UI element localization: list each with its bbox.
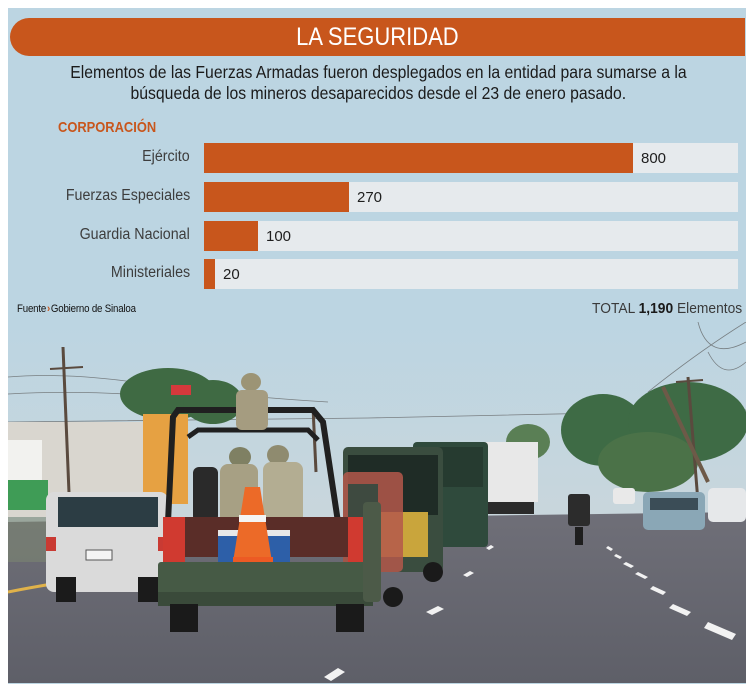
bar-fill [204, 221, 258, 251]
header-banner: LA SEGURIDAD [10, 18, 745, 56]
subtitle-line-2: búsqueda de los mineros desaparecidos de… [130, 83, 626, 103]
military-convoy-illustration [8, 322, 746, 683]
bar-fill [204, 182, 349, 212]
bar-fill [204, 143, 633, 173]
total-prefix: TOTAL [591, 300, 635, 317]
category-heading: CORPORACIÓN [58, 119, 157, 136]
bar-row-ejercito: Ejército 800 [0, 143, 750, 173]
bar-track: 800 [204, 143, 738, 173]
page-title: LA SEGURIDAD [296, 22, 459, 51]
bar-label: Ministeriales [110, 264, 190, 281]
total-suffix: Elementos [676, 300, 742, 317]
subtitle-line-1: Elementos de las Fuerzas Armadas fueron … [69, 62, 687, 82]
bar-fill [204, 259, 215, 289]
bar-row-guardia-nacional: Guardia Nacional 100 [0, 221, 750, 251]
bar-label: Fuerzas Especiales [65, 187, 190, 204]
chevron-right-icon: › [46, 303, 51, 315]
bar-track: 20 [204, 259, 738, 289]
bar-track: 270 [204, 182, 738, 212]
source-credit: Fuente›Gobierno de Sinaloa [17, 303, 136, 315]
bar-value: 800 [641, 150, 667, 167]
source-prefix: Fuente [17, 303, 47, 315]
bar-row-fuerzas-especiales: Fuerzas Especiales 270 [0, 182, 750, 212]
total-summary: TOTAL 1,190 Elementos [592, 300, 742, 317]
bar-track: 100 [204, 221, 738, 251]
bar-label: Guardia Nacional [79, 226, 190, 243]
bar-label: Ejército [142, 148, 190, 165]
source-name: Gobierno de Sinaloa [50, 303, 136, 315]
bar-row-ministeriales: Ministeriales 20 [0, 259, 750, 289]
bar-value: 100 [266, 228, 292, 245]
bar-value: 20 [223, 266, 240, 283]
bar-value: 270 [357, 189, 383, 206]
total-value: 1,190 [638, 300, 673, 317]
convoy-photo [8, 322, 746, 683]
subtitle: Elementos de las Fuerzas Armadas fueron … [8, 62, 748, 104]
